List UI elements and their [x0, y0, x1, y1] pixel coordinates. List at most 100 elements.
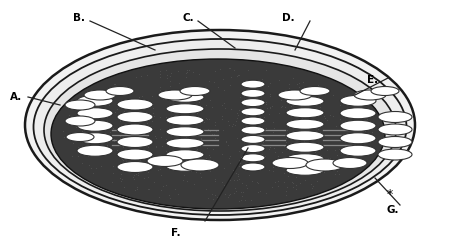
- Point: [299, 106, 306, 110]
- Point: [122, 118, 130, 122]
- Point: [335, 172, 342, 176]
- Point: [258, 127, 265, 130]
- Point: [275, 111, 283, 115]
- Point: [211, 120, 219, 124]
- Point: [102, 111, 110, 115]
- Point: [241, 110, 248, 113]
- Point: [308, 186, 315, 190]
- Point: [118, 177, 126, 181]
- Point: [263, 106, 270, 110]
- Ellipse shape: [286, 96, 324, 106]
- Point: [257, 158, 264, 162]
- Point: [232, 189, 240, 193]
- Point: [219, 114, 226, 118]
- Point: [289, 181, 296, 184]
- Point: [289, 181, 296, 185]
- Point: [306, 135, 314, 139]
- Point: [219, 117, 226, 121]
- Point: [306, 88, 314, 92]
- Point: [352, 148, 360, 152]
- Point: [118, 153, 125, 157]
- Point: [288, 102, 295, 106]
- Point: [281, 105, 289, 109]
- Text: E.: E.: [367, 75, 378, 85]
- Point: [67, 118, 75, 122]
- Point: [186, 68, 193, 71]
- Point: [173, 153, 181, 157]
- Point: [295, 86, 303, 89]
- Point: [197, 175, 204, 179]
- Point: [106, 130, 113, 134]
- Point: [283, 140, 290, 144]
- Point: [132, 100, 140, 104]
- Point: [116, 119, 123, 123]
- Point: [182, 71, 190, 75]
- Point: [135, 171, 142, 174]
- Ellipse shape: [286, 131, 324, 141]
- Point: [335, 156, 342, 160]
- Point: [226, 192, 234, 196]
- Point: [186, 157, 193, 161]
- Ellipse shape: [166, 115, 204, 125]
- Point: [232, 119, 239, 123]
- Point: [230, 68, 238, 72]
- Point: [98, 103, 105, 107]
- Point: [176, 156, 184, 159]
- Point: [100, 132, 108, 136]
- Point: [311, 150, 319, 154]
- Point: [136, 119, 144, 123]
- Point: [116, 176, 123, 180]
- Point: [236, 177, 243, 181]
- Point: [210, 197, 217, 201]
- Point: [148, 119, 156, 123]
- Point: [208, 105, 216, 109]
- Ellipse shape: [241, 80, 265, 88]
- Point: [262, 102, 269, 106]
- Ellipse shape: [181, 159, 219, 171]
- Point: [236, 199, 243, 203]
- Point: [264, 84, 272, 88]
- Point: [241, 198, 249, 202]
- Point: [233, 136, 240, 140]
- Point: [295, 97, 303, 101]
- Point: [358, 111, 365, 115]
- Point: [347, 156, 355, 160]
- Point: [282, 193, 290, 197]
- Point: [288, 90, 296, 94]
- Point: [182, 75, 190, 79]
- Point: [235, 73, 243, 77]
- Point: [236, 149, 243, 153]
- Point: [234, 172, 242, 176]
- Point: [80, 134, 88, 138]
- Point: [288, 143, 296, 147]
- Ellipse shape: [117, 99, 153, 110]
- Point: [222, 106, 229, 110]
- Point: [157, 155, 164, 158]
- Point: [361, 129, 368, 133]
- Point: [238, 118, 246, 122]
- Point: [140, 176, 147, 180]
- Point: [235, 113, 242, 117]
- Point: [307, 182, 315, 186]
- Point: [181, 129, 188, 133]
- Point: [109, 95, 117, 99]
- Point: [352, 145, 359, 148]
- Point: [109, 171, 117, 175]
- Point: [283, 147, 290, 151]
- Point: [109, 126, 117, 130]
- Point: [365, 144, 373, 148]
- Point: [195, 72, 203, 76]
- Point: [336, 161, 344, 165]
- Point: [219, 128, 227, 132]
- Point: [203, 85, 210, 89]
- Point: [218, 180, 226, 183]
- Ellipse shape: [106, 87, 134, 95]
- Point: [275, 78, 283, 82]
- Point: [174, 163, 182, 167]
- Point: [350, 141, 357, 145]
- Point: [319, 132, 327, 136]
- Point: [261, 115, 268, 119]
- Point: [182, 135, 190, 139]
- Point: [266, 106, 274, 110]
- Point: [295, 81, 302, 85]
